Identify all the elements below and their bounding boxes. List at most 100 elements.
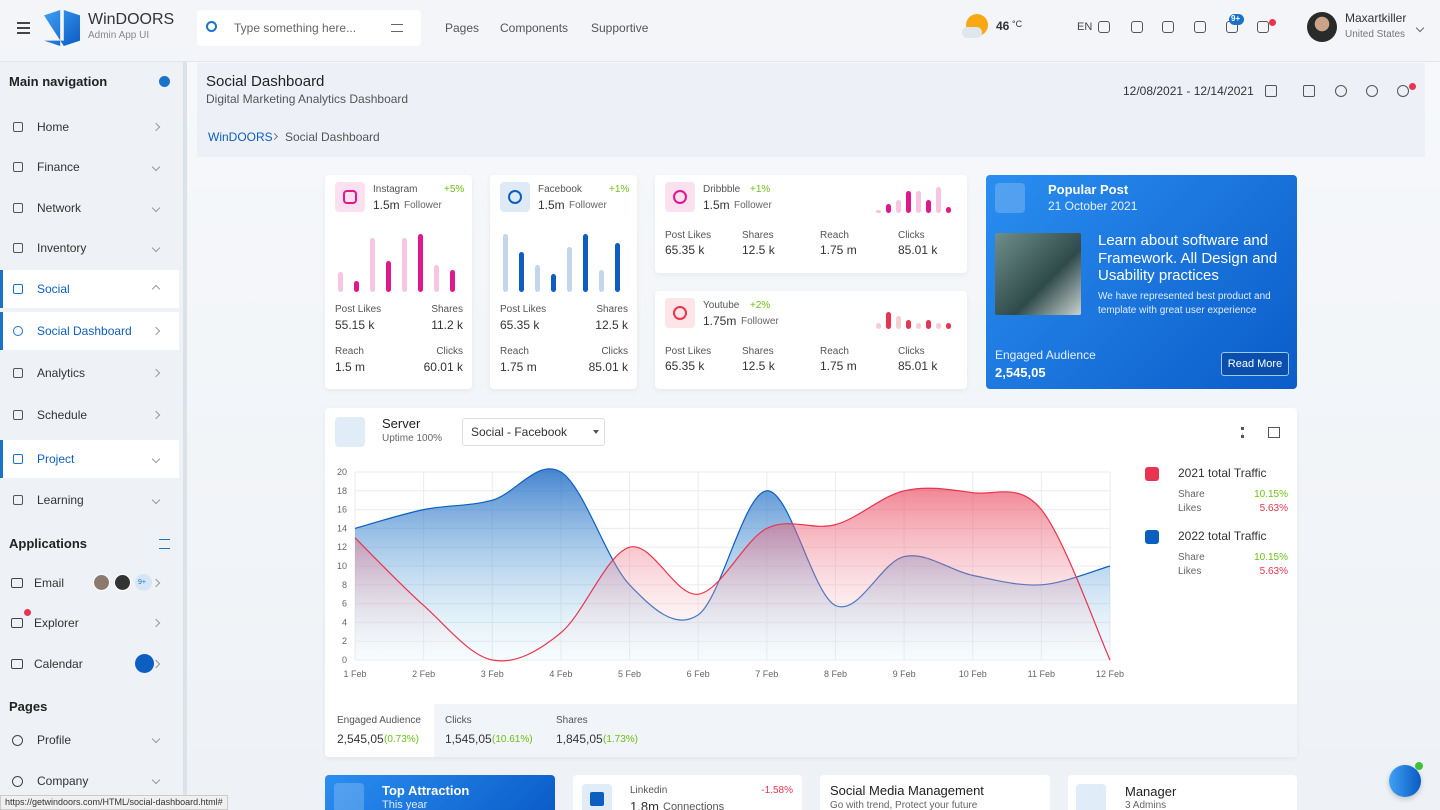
nav-item[interactable]: Home <box>37 119 70 134</box>
stat-label: Reach <box>500 346 529 357</box>
header-icon[interactable] <box>1397 85 1409 97</box>
stat-label: Clicks <box>601 346 628 357</box>
nav-icon <box>13 162 23 172</box>
nav-item-active-bg[interactable] <box>0 312 179 350</box>
avatar[interactable] <box>1307 12 1337 42</box>
email-avatar <box>93 574 110 591</box>
date-range[interactable]: 12/08/2021 - 12/14/2021 <box>1123 83 1254 98</box>
topbar-icon[interactable] <box>1194 21 1206 33</box>
nav-item[interactable]: Learning <box>37 492 84 507</box>
social-followers: 1.5m <box>703 197 730 212</box>
alert-dot <box>1269 19 1276 26</box>
legend-share-label: Share <box>1178 489 1205 500</box>
mini-bar <box>354 280 359 292</box>
popular-image <box>995 233 1081 315</box>
header-icon[interactable] <box>1303 85 1315 97</box>
social-name: Dribbble <box>703 184 741 195</box>
nav-item[interactable]: Project <box>37 451 75 466</box>
social-followers: 1.5m <box>538 197 565 212</box>
nav-item[interactable]: Company <box>37 773 89 788</box>
temperature-unit: °C <box>1012 18 1023 29</box>
nav-item-active-bg[interactable] <box>0 440 179 478</box>
search-placeholder[interactable]: Type something here... <box>234 20 357 35</box>
header-icon[interactable] <box>1335 85 1347 97</box>
nav-item[interactable]: Analytics <box>37 365 86 380</box>
topbar-icon[interactable] <box>1131 21 1143 33</box>
nav-user-icon <box>159 76 170 87</box>
top-menu-item[interactable]: Pages <box>445 20 480 35</box>
nav-item[interactable]: Calendar <box>34 656 83 671</box>
header-icon[interactable] <box>1265 85 1277 97</box>
stat-value: 12.5 k <box>742 358 775 373</box>
stat-label: Shares <box>431 304 463 315</box>
topbar-icon[interactable] <box>1162 21 1174 33</box>
bottom-icon <box>334 783 364 810</box>
nav-item-active-bg[interactable] <box>0 270 179 308</box>
breadcrumb-link[interactable]: WinDOORS <box>208 129 273 144</box>
sidebar-section-title: Pages <box>9 699 48 715</box>
mini-bar <box>567 247 572 292</box>
mini-bar <box>886 204 891 213</box>
mini-bar <box>450 269 455 292</box>
footer-label: Shares <box>556 715 588 726</box>
stat-value: 65.35 k <box>665 358 705 373</box>
bottom-card <box>1068 775 1297 810</box>
social-followers-label: Follower <box>741 316 779 327</box>
social-followers: 1.75m <box>703 313 737 328</box>
bottom-subtitle: This year <box>382 799 428 810</box>
page-subtitle: Digital Marketing Analytics Dashboard <box>206 91 409 106</box>
nav-item[interactable]: Social Dashboard <box>37 323 132 338</box>
nav-item[interactable]: Network <box>37 200 82 215</box>
popular-title: Popular Post <box>1048 182 1129 198</box>
nav-icon <box>13 243 23 253</box>
topbar-icon[interactable] <box>1098 21 1110 33</box>
nav-item[interactable]: Schedule <box>37 407 88 422</box>
stat-label: Shares <box>742 346 774 357</box>
source-select[interactable] <box>462 418 605 446</box>
stat-label: Clicks <box>898 346 925 357</box>
nav-item[interactable]: Inventory <box>37 240 87 255</box>
nav-item[interactable]: Explorer <box>34 615 79 630</box>
nav-item[interactable]: Finance <box>37 159 80 174</box>
bottom-subtitle: 3 Admins <box>1125 800 1167 810</box>
nav-item[interactable]: Email <box>34 575 65 590</box>
top-menu-item[interactable]: Supportive <box>591 20 649 35</box>
stat-value: 12.5 k <box>742 242 775 257</box>
read-more-button[interactable]: Read More <box>1221 352 1289 376</box>
nav-icon <box>13 284 23 294</box>
source-select-text[interactable]: Social - Facebook <box>471 424 568 439</box>
server-icon-box <box>335 417 365 447</box>
stat-label: Reach <box>820 230 849 241</box>
user-name[interactable]: Maxartkiller <box>1345 10 1407 25</box>
nav-icon <box>13 495 23 505</box>
stat-label: Reach <box>335 346 364 357</box>
more-icon[interactable] <box>1241 427 1244 438</box>
nav-icon <box>13 410 23 420</box>
mini-bar <box>370 238 375 292</box>
footer-change: (1.73%) <box>603 734 639 745</box>
layout-icon[interactable] <box>1268 427 1280 438</box>
mini-bar <box>535 265 540 292</box>
nav-item[interactable]: Social <box>37 281 70 296</box>
stat-value: 65.35 k <box>665 242 705 257</box>
language[interactable]: EN <box>1077 21 1093 34</box>
stat-value: 11.2 k <box>431 317 463 332</box>
social-card <box>655 291 967 389</box>
top-menu-item[interactable]: Components <box>500 20 569 35</box>
social-change: +5% <box>444 184 465 195</box>
mini-bar <box>946 322 951 329</box>
topbar-icon[interactable] <box>1257 21 1269 33</box>
menu-icon-line[interactable] <box>17 22 30 24</box>
menu-icon-line[interactable] <box>17 32 30 34</box>
search-box[interactable] <box>197 10 421 46</box>
stat-value: 12.5 k <box>595 317 628 332</box>
legend-name: 2022 total Traffic <box>1178 528 1267 543</box>
menu-icon-line[interactable] <box>17 27 30 29</box>
nav-icon <box>11 618 23 628</box>
footer-label: Clicks <box>445 715 472 726</box>
mini-bar <box>599 269 604 292</box>
nav-item[interactable]: Profile <box>37 732 72 747</box>
header-icon[interactable] <box>1366 85 1378 97</box>
floating-button[interactable] <box>1389 765 1421 797</box>
social-card <box>325 175 472 389</box>
